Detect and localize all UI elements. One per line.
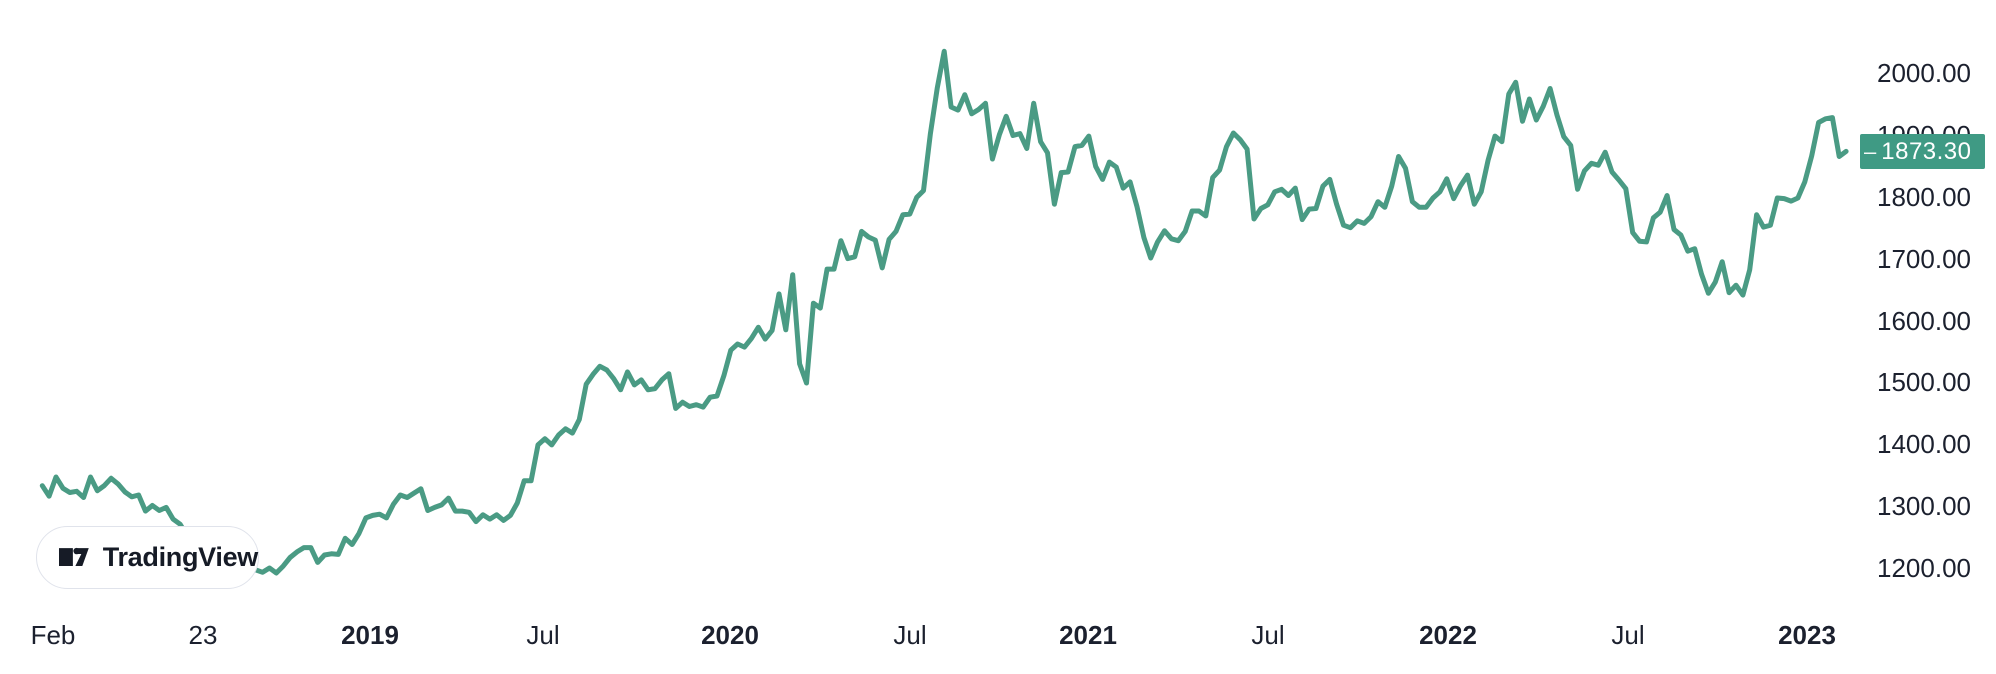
time-axis-label: 2023 xyxy=(1778,620,1836,650)
price-axis-label: 1500.00 xyxy=(1877,367,1971,398)
last-price-label: – 1873.30 xyxy=(1860,133,1985,169)
time-axis-label: 2021 xyxy=(1059,620,1117,650)
time-axis-label: 2019 xyxy=(341,620,399,650)
price-axis-label: 1200.00 xyxy=(1877,553,1971,583)
last-price-value: 1873.30 xyxy=(1881,137,1972,165)
price-axis-label: 1400.00 xyxy=(1877,429,1971,460)
time-axis-label: Jul xyxy=(526,620,560,650)
tradingview-logo-icon xyxy=(58,547,89,566)
price-axis-label: 1700.00 xyxy=(1877,243,1971,274)
time-axis-label: Jul xyxy=(893,620,927,650)
time-axis-label: 2022 xyxy=(1419,620,1477,650)
tradingview-logo-text: TradingView xyxy=(102,542,259,572)
time-axis-label: Jul xyxy=(1251,620,1285,650)
price-axis[interactable]: 2000.001900.001800.001700.001600.001500.… xyxy=(1877,0,1987,674)
price-label-tick: – xyxy=(1864,138,1877,164)
time-axis-label: Feb xyxy=(30,620,76,650)
tradingview-logo-badge[interactable]: TradingView xyxy=(36,526,259,589)
price-axis-label: 1600.00 xyxy=(1877,305,1971,336)
time-axis-label: 23 xyxy=(188,620,218,650)
price-axis-label: 1300.00 xyxy=(1877,491,1971,522)
time-axis[interactable]: Feb 23 2019 Jul 2020 Jul 2021 Jul 2022 Jul 2023 xyxy=(0,615,1996,657)
price-line xyxy=(39,48,1849,581)
time-axis-label: 2020 xyxy=(701,620,759,650)
price-axis-label: 1800.00 xyxy=(1877,181,1971,212)
time-axis-label: Jul xyxy=(1611,620,1645,650)
price-axis-label: 2000.00 xyxy=(1877,58,1971,88)
